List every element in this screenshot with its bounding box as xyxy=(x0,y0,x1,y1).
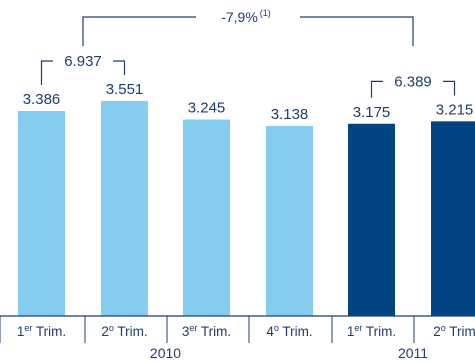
value-label-3: 3.245 xyxy=(188,100,226,117)
year-labels-group: 2010 2011 xyxy=(150,345,428,361)
group-total-2: 6.389 xyxy=(394,73,432,90)
bar-6 xyxy=(431,121,475,316)
delta-bracket-right xyxy=(300,16,414,46)
value-label-5: 3.175 xyxy=(353,104,391,121)
group-bracket-left-1 xyxy=(40,60,53,85)
bars-group xyxy=(18,101,475,317)
year-label-2011: 2011 xyxy=(398,345,428,361)
category-label-6: 2o Trim xyxy=(433,323,475,339)
value-label-1: 3.386 xyxy=(23,91,61,108)
group-total-1: 6.937 xyxy=(64,53,102,70)
category-label-1: 1er Trim. xyxy=(17,323,66,339)
brackets-group: 6.937 6.389 -7,9% (1) xyxy=(40,8,456,98)
x-axis xyxy=(0,315,475,343)
bar-4 xyxy=(266,126,313,316)
bar-5 xyxy=(348,123,395,317)
delta-bracket-left xyxy=(82,16,196,46)
value-label-2: 3.551 xyxy=(106,81,144,98)
bar-2 xyxy=(101,101,148,316)
group-bracket-right-1 xyxy=(113,60,126,75)
value-labels-group: 3.386 3.551 3.245 3.138 3.175 3.215 xyxy=(23,81,474,123)
year-label-2010: 2010 xyxy=(150,345,181,361)
bar-1 xyxy=(18,110,65,316)
category-label-5: 1er Trim. xyxy=(347,323,396,339)
delta-note: (1) xyxy=(260,8,271,18)
category-label-2: 2o Trim. xyxy=(101,323,147,339)
value-label-4: 3.138 xyxy=(271,106,309,123)
group-bracket-right-2 xyxy=(443,80,456,96)
value-label-6: 3.215 xyxy=(436,101,474,118)
category-label-3: 3er Trim. xyxy=(182,323,231,339)
group-bracket-left-2 xyxy=(370,80,383,98)
delta-label: -7,9% (1) xyxy=(221,8,271,25)
category-labels-group: 1er Trim. 2o Trim. 3er Trim. 4o Trim. 1er Tr… xyxy=(17,323,475,339)
bar-3 xyxy=(183,119,230,316)
category-label-4: 4o Trim. xyxy=(266,323,312,339)
